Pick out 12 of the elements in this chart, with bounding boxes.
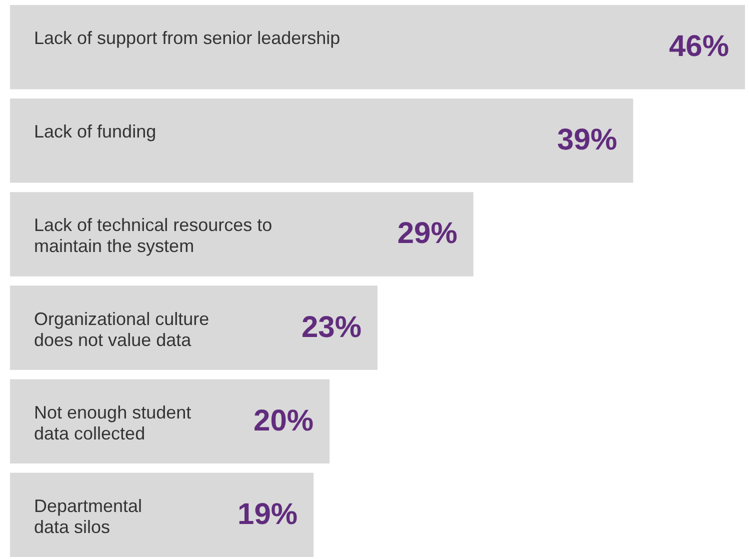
y-tick-label: Not enough student data collected: [34, 402, 192, 444]
data-label: 19%: [238, 498, 298, 531]
data-label: 39%: [557, 124, 618, 157]
data-label: 23%: [301, 310, 362, 344]
y-tick-label: Departmental data silos: [34, 496, 142, 537]
y-tick-label: Lack of technical resources to maintain the system: [34, 215, 272, 256]
y-tick-label: Lack of funding: [34, 122, 156, 142]
data-label: 20%: [254, 404, 314, 438]
data-label: 29%: [397, 217, 458, 250]
y-tick-label: Organizational culture does not value data: [34, 308, 210, 350]
data-label: 46%: [668, 30, 729, 64]
y-tick-label: Lack of support from senior leadership: [34, 28, 340, 48]
